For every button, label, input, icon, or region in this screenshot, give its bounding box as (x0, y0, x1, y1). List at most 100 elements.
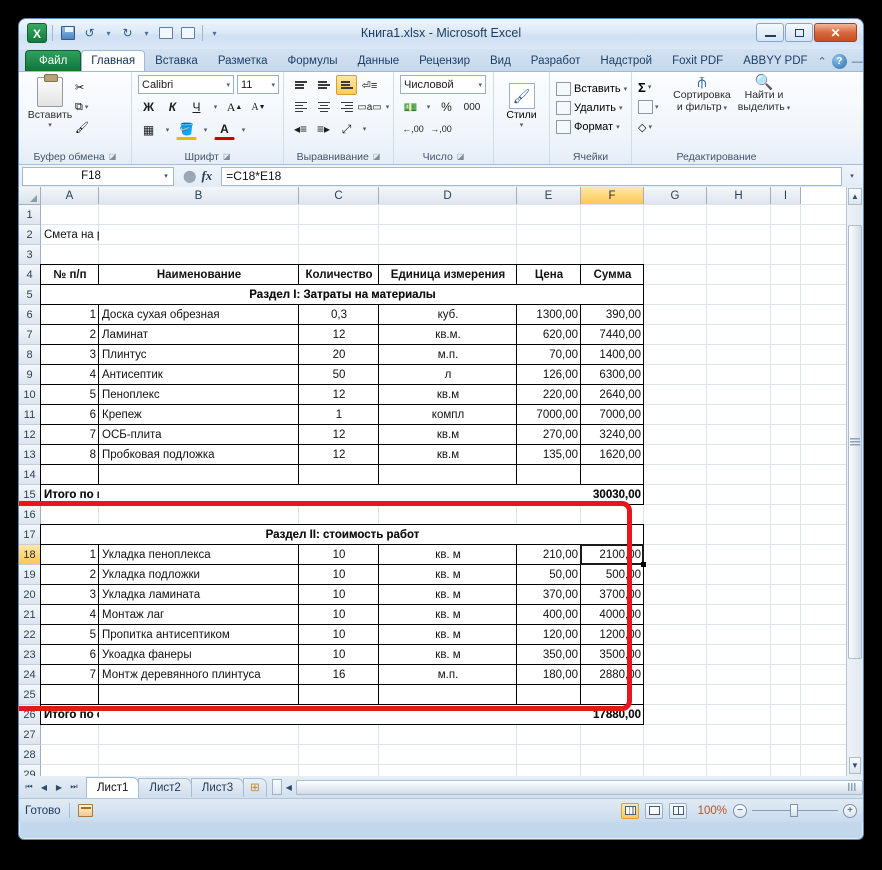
redo-dropdown-icon[interactable]: ▾ (144, 28, 149, 38)
cell-D11[interactable]: компл (431, 409, 465, 421)
insert-caret-icon[interactable]: ▾ (623, 85, 628, 93)
cell-E19[interactable]: 50,00 (549, 569, 578, 581)
row-header-23[interactable]: 23 (19, 645, 41, 665)
cell-C20[interactable]: 10 (332, 589, 346, 601)
cell-A18[interactable]: 1 (89, 549, 96, 561)
align-middle-button[interactable] (313, 75, 334, 95)
row-header-1[interactable]: 1 (19, 205, 41, 225)
cell-D7[interactable]: кв.м. (435, 329, 461, 341)
cell-D4[interactable]: Единица измерения (390, 269, 506, 281)
cell-F22[interactable]: 1200,00 (599, 629, 641, 641)
chevron-down-icon[interactable]: ▾ (271, 81, 275, 89)
number-format-combo[interactable]: Числовой ▾ (400, 75, 486, 94)
insert-function-icon[interactable]: fx (201, 168, 213, 183)
print-preview-icon[interactable] (156, 24, 175, 43)
copy-button[interactable]: ⧉ ▾ (75, 98, 89, 116)
row-header-15[interactable]: 15 (19, 485, 41, 505)
cell-E20[interactable]: 370,00 (542, 589, 578, 601)
row-header-12[interactable]: 12 (19, 425, 41, 445)
name-box[interactable]: F18 ▾ (22, 166, 174, 186)
cell-D18[interactable]: кв. м (435, 549, 461, 561)
fill-button[interactable]: ▾ (638, 98, 671, 116)
cell-A8[interactable]: 3 (89, 349, 96, 361)
cell-B7[interactable]: Ламинат (102, 329, 149, 341)
cell-F26[interactable]: 17880,00 (593, 709, 641, 721)
row-header-29[interactable]: 29 (19, 765, 41, 776)
cell-D8[interactable]: м.п. (437, 349, 459, 361)
sort-filter-button[interactable]: ⫚ Сортировка и фильтр ▾ (671, 75, 733, 115)
cell-F7[interactable]: 7440,00 (599, 329, 641, 341)
row-header-5[interactable]: 5 (19, 285, 41, 305)
normal-view-button[interactable] (621, 802, 639, 819)
excel-logo-icon[interactable]: X (27, 23, 47, 43)
borders-caret-icon[interactable]: ▾ (165, 127, 170, 134)
cell-C12[interactable]: 12 (332, 429, 346, 441)
cell-C9[interactable]: 50 (332, 369, 346, 381)
row-header-14[interactable]: 14 (19, 465, 41, 485)
font-dialog-launcher-icon[interactable]: ◪ (222, 152, 231, 161)
expand-formula-bar-icon[interactable]: ▾ (850, 173, 854, 180)
currency-caret-icon[interactable]: ▾ (426, 104, 431, 111)
cell-C6[interactable]: 0,3 (331, 309, 347, 321)
undo-icon[interactable]: ↺ (84, 26, 95, 40)
paste-button[interactable]: Вставить ▾ (25, 74, 75, 129)
currency-button[interactable]: 💵 (400, 97, 421, 117)
align-top-button[interactable] (290, 75, 311, 95)
comma-style-button[interactable]: 000 (463, 101, 481, 113)
cell-E7[interactable]: 620,00 (542, 329, 578, 341)
tab-addins[interactable]: Надстрой (600, 55, 653, 67)
tab-formulas[interactable]: Формулы (287, 55, 338, 67)
clear-button[interactable]: ◇ ▾ (638, 118, 671, 136)
cell-B11[interactable]: Крепеж (102, 409, 142, 421)
cell-B21[interactable]: Монтаж лаг (102, 609, 165, 621)
cell-label-5[interactable]: Раздел I: Затраты на материалы (249, 289, 436, 301)
cell-F21[interactable]: 4000,00 (599, 609, 641, 621)
sheet-tab-1[interactable]: Лист1 (86, 776, 140, 798)
column-header-f[interactable]: F (581, 187, 644, 205)
zoom-out-button[interactable]: − (733, 803, 747, 818)
cell-E18[interactable]: 210,00 (542, 549, 578, 561)
cell-C8[interactable]: 20 (332, 349, 346, 361)
font-size-combo[interactable]: 11 ▾ (237, 75, 279, 94)
scroll-up-arrow-icon[interactable]: ▲ (848, 188, 862, 205)
cell-D20[interactable]: кв. м (435, 589, 461, 601)
row-header-9[interactable]: 9 (19, 365, 41, 385)
row-header-19[interactable]: 19 (19, 565, 41, 585)
select-all-corner[interactable] (19, 187, 41, 205)
font-color-caret-icon[interactable]: ▾ (241, 127, 246, 134)
cell-B18[interactable]: Укладка пеноплекса (102, 549, 211, 561)
row-header-28[interactable]: 28 (19, 745, 41, 765)
cell-F13[interactable]: 1620,00 (599, 449, 641, 461)
minimize-ribbon-icon[interactable]: ⌃ (817, 56, 827, 68)
find-select-button[interactable]: 🔍 Найти и выделить ▾ (733, 75, 795, 115)
cell-label-17[interactable]: Раздел II: стоимость работ (265, 529, 420, 541)
cell-F19[interactable]: 500,00 (605, 569, 641, 581)
cell-A13[interactable]: 8 (89, 449, 96, 461)
cell-D6[interactable]: куб. (437, 309, 459, 321)
cell-E8[interactable]: 70,00 (549, 349, 578, 361)
cell-A23[interactable]: 6 (89, 649, 96, 661)
font-name-combo[interactable]: Calibri ▾ (138, 75, 234, 94)
cell-A26[interactable]: Итого по стоимости работ (44, 709, 99, 721)
cell-C10[interactable]: 12 (332, 389, 346, 401)
row-header-20[interactable]: 20 (19, 585, 41, 605)
cell-E11[interactable]: 7000,00 (536, 409, 578, 421)
zoom-slider[interactable]: − + (733, 803, 857, 818)
cancel-formula-icon[interactable]: ⬤ (183, 169, 197, 183)
fill-handle[interactable] (641, 562, 646, 567)
cell-D10[interactable]: кв.м (436, 389, 460, 401)
copy-caret-icon[interactable]: ▾ (84, 104, 89, 111)
cell-E12[interactable]: 270,00 (542, 429, 578, 441)
form-icon[interactable] (178, 24, 197, 43)
cell-label-15[interactable]: 30030,00 (593, 489, 641, 501)
cell-A22[interactable]: 5 (89, 629, 96, 641)
cell-A20[interactable]: 3 (89, 589, 96, 601)
cell-C13[interactable]: 12 (332, 449, 346, 461)
cell-F8[interactable]: 1400,00 (599, 349, 641, 361)
decrease-indent-button[interactable]: ◂≡ (293, 122, 308, 136)
cell-B23[interactable]: Укоадка фанеры (102, 649, 192, 661)
cell-A9[interactable]: 4 (89, 369, 96, 381)
column-header-i[interactable]: I (771, 187, 801, 205)
increase-indent-button[interactable]: ≡▸ (316, 122, 331, 136)
row-header-3[interactable]: 3 (19, 245, 41, 265)
